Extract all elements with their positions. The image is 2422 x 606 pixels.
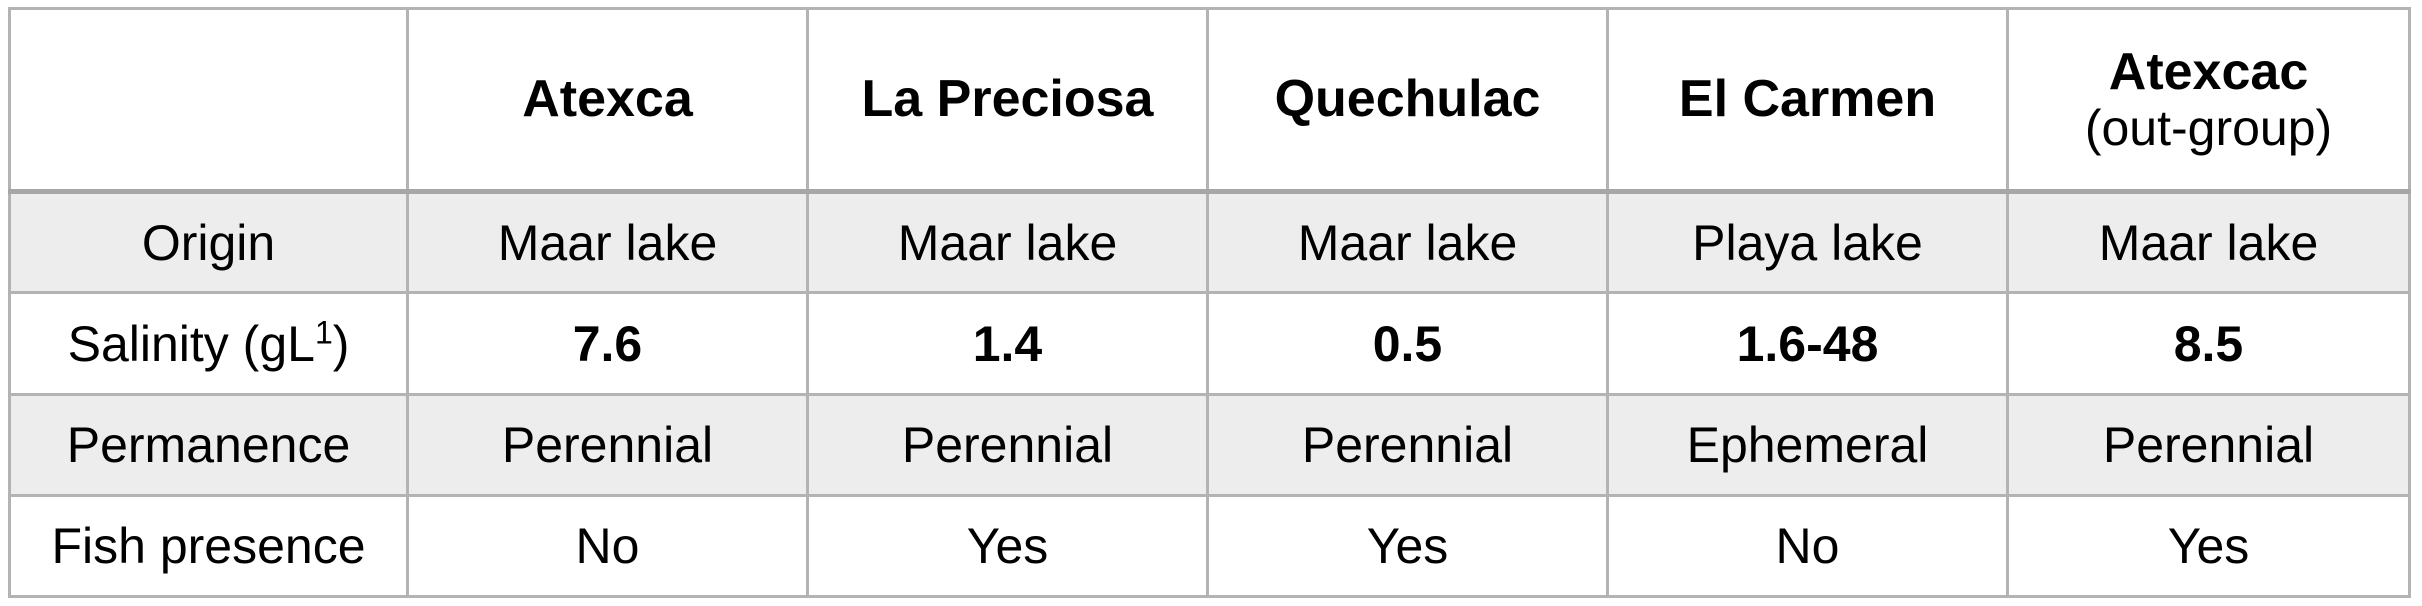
table-row-fish-presence: Fish presence No Yes Yes No Yes [8, 493, 2411, 599]
header-corner-cell [8, 6, 409, 195]
column-header-atexcac: Atexcac (out-group) [2006, 6, 2411, 195]
table-cell: No [406, 493, 809, 599]
table-cell: Ephemeral [1606, 392, 2009, 497]
table-cell: Maar lake [2006, 190, 2411, 295]
table-cell: No [1606, 493, 2009, 599]
row-label: Permanence [8, 392, 409, 497]
table-cell: 8.5 [2006, 291, 2411, 396]
table-cell: Maar lake [806, 190, 1209, 295]
table-cell: Perennial [406, 392, 809, 497]
column-header-name: Atexcac [2108, 42, 2309, 101]
table-cell: Yes [2006, 493, 2411, 599]
table-cell: Yes [806, 493, 1209, 599]
column-header-quechulac: Quechulac [1206, 6, 1609, 195]
table-cell: 1.4 [806, 291, 1209, 396]
superscript: 1 [314, 313, 333, 350]
column-header-note: (out-group) [2084, 99, 2333, 156]
table-row-salinity: Salinity (gL1) 7.6 1.4 0.5 1.6-48 8.5 [8, 291, 2411, 396]
table-row-origin: Origin Maar lake Maar lake Maar lake Pla… [8, 190, 2411, 295]
column-header-atexca: Atexca [406, 6, 809, 195]
table-cell: 1.6-48 [1606, 291, 2009, 396]
table-cell: Playa lake [1606, 190, 2009, 295]
table-row-permanence: Permanence Perennial Perennial Perennial… [8, 392, 2411, 497]
row-label: Salinity (gL1) [8, 291, 409, 396]
lakes-comparison-table: Atexca La Preciosa Quechulac El Carmen A… [8, 6, 2411, 599]
table-cell: 0.5 [1206, 291, 1609, 396]
header-row: Atexca La Preciosa Quechulac El Carmen A… [8, 6, 2411, 195]
table-cell: Maar lake [406, 190, 809, 295]
column-header-el-carmen: El Carmen [1606, 6, 2009, 195]
table-cell: Perennial [2006, 392, 2411, 497]
table-cell: Maar lake [1206, 190, 1609, 295]
table-cell: Perennial [1206, 392, 1609, 497]
table-cell: Perennial [806, 392, 1209, 497]
table-cell: 7.6 [406, 291, 809, 396]
column-header-la-preciosa: La Preciosa [806, 6, 1209, 195]
row-label: Fish presence [8, 493, 409, 599]
table-cell: Yes [1206, 493, 1609, 599]
row-label: Origin [8, 190, 409, 295]
